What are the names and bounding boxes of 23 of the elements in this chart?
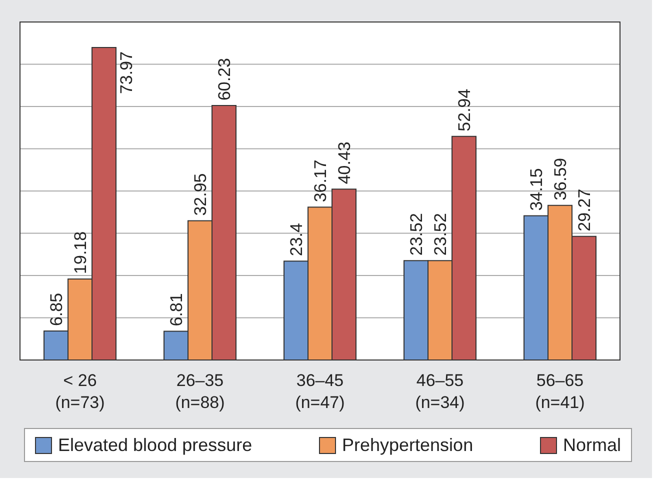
x-tick-label: 26–35 (n=88)	[175, 371, 225, 412]
data-label: 40.43	[335, 142, 354, 184]
data-label: 36.59	[551, 158, 570, 200]
x-tick-label: < 26 (n=73)	[55, 371, 105, 412]
data-label: 32.95	[191, 173, 210, 216]
data-label: 23.4	[287, 223, 306, 256]
legend-label: Prehypertension	[342, 434, 474, 456]
data-label: 6.81	[167, 293, 186, 326]
data-label: 6.85	[47, 292, 66, 326]
data-label: 23.52	[431, 213, 450, 256]
data-label: 73.97	[117, 51, 136, 94]
data-label: 29.27	[575, 188, 594, 232]
x-tick-label: 46–55 (n=34)	[415, 371, 465, 412]
x-tick-label: 36–45 (n=47)	[295, 371, 345, 412]
legend-label: Elevated blood pressure	[58, 434, 252, 456]
data-label: 60.23	[215, 58, 234, 101]
data-label: 52.94	[455, 88, 474, 132]
data-label: 36.17	[311, 160, 330, 202]
x-tick-label: 56–65 (n=41)	[535, 371, 585, 412]
data-label: 34.15	[527, 168, 546, 211]
legend-label: Normal	[562, 434, 621, 456]
data-label: 23.52	[407, 213, 426, 256]
data-label: 19.18	[71, 231, 90, 274]
